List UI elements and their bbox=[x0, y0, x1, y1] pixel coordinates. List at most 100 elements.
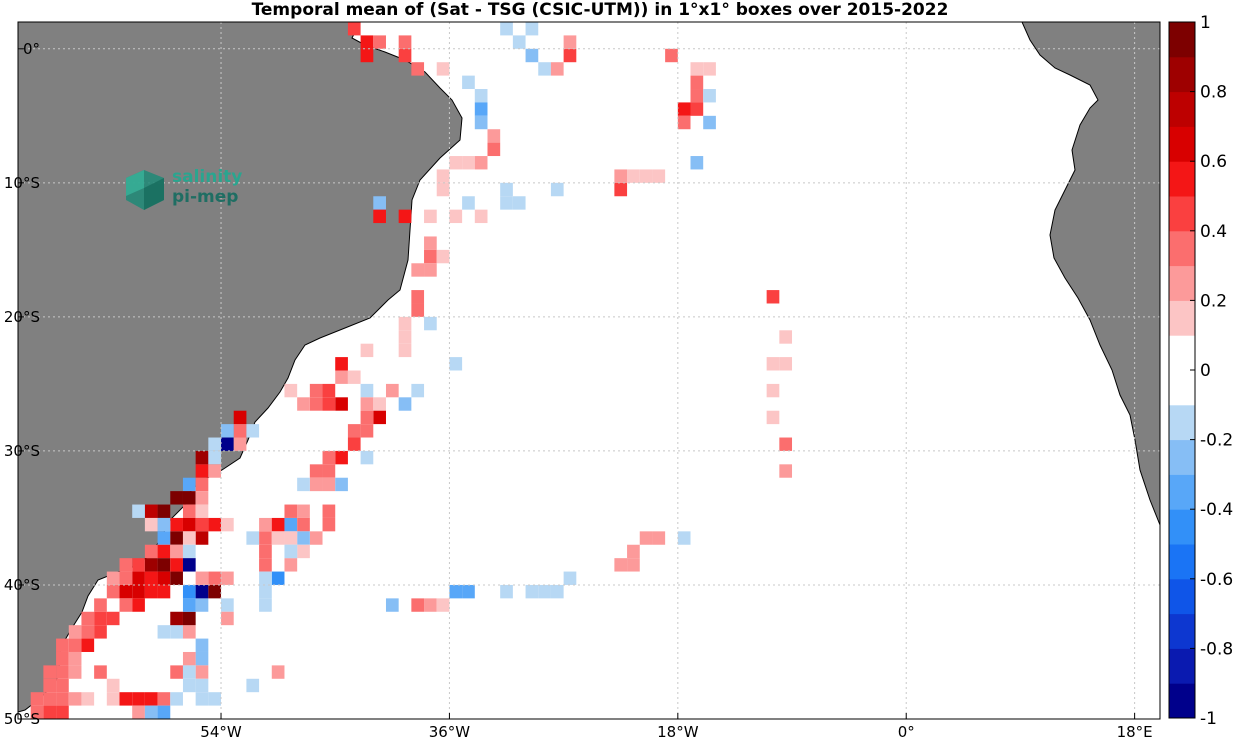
salinity-box bbox=[779, 330, 793, 344]
colorbar-segment bbox=[1169, 196, 1195, 232]
salinity-box bbox=[284, 544, 298, 559]
salinity-box bbox=[424, 209, 437, 224]
salinity-box bbox=[157, 504, 171, 518]
colorbar-segment bbox=[1169, 91, 1195, 127]
colorbar-segment bbox=[1169, 683, 1195, 719]
salinity-box bbox=[233, 424, 247, 438]
salinity-box bbox=[335, 357, 348, 371]
salinity-box bbox=[436, 249, 450, 264]
salinity-box bbox=[94, 598, 107, 612]
salinity-box bbox=[500, 22, 513, 36]
salinity-box bbox=[157, 705, 171, 719]
salinity-box bbox=[259, 517, 272, 532]
plot-frame bbox=[17, 21, 1161, 720]
salinity-box bbox=[195, 651, 209, 666]
lon-tick-label: 18°E bbox=[1117, 723, 1153, 740]
salinity-box bbox=[259, 598, 272, 612]
salinity-box bbox=[411, 303, 425, 317]
salinity-box bbox=[195, 464, 209, 478]
salinity-box bbox=[170, 517, 183, 532]
salinity-pimep-logo: salinity pi-mep bbox=[122, 166, 262, 216]
salinity-box bbox=[347, 437, 361, 451]
salinity-box bbox=[398, 397, 412, 411]
salinity-box bbox=[132, 571, 145, 585]
salinity-box bbox=[297, 477, 310, 492]
salinity-box bbox=[550, 584, 564, 599]
salinity-box bbox=[500, 584, 513, 599]
salinity-box bbox=[690, 102, 704, 116]
salinity-box bbox=[398, 48, 412, 63]
salinity-box bbox=[208, 692, 222, 706]
salinity-box bbox=[221, 437, 234, 451]
colorbar-tick-label: 0 bbox=[1200, 361, 1211, 381]
salinity-box bbox=[474, 156, 488, 170]
salinity-box bbox=[182, 598, 196, 612]
salinity-box bbox=[195, 584, 209, 599]
salinity-box bbox=[322, 477, 336, 492]
map-title: Temporal mean of (Sat - TSG (CSIC-UTM)) … bbox=[251, 0, 949, 20]
salinity-box bbox=[144, 705, 158, 719]
salinity-box bbox=[398, 330, 412, 344]
lat-tick-label: 40°S bbox=[4, 576, 40, 594]
salinity-box bbox=[119, 692, 133, 706]
salinity-box bbox=[500, 182, 513, 197]
salinity-box bbox=[360, 35, 374, 49]
salinity-box bbox=[119, 558, 133, 572]
colorbar-segment bbox=[1169, 648, 1195, 684]
salinity-box bbox=[119, 584, 133, 599]
salinity-box bbox=[144, 504, 158, 518]
salinity-box bbox=[373, 209, 386, 224]
colorbar-segment bbox=[1169, 474, 1195, 510]
salinity-box bbox=[779, 464, 793, 478]
salinity-box bbox=[56, 705, 69, 719]
salinity-box bbox=[309, 383, 323, 398]
salinity-box bbox=[170, 611, 183, 626]
logo-icon bbox=[126, 170, 164, 210]
salinity-box bbox=[259, 584, 272, 599]
lat-tick-label: 30°S bbox=[4, 442, 40, 460]
logo-text-salinity: salinity bbox=[172, 167, 243, 187]
salinity-box bbox=[614, 169, 628, 183]
lat-tick-label: 50°S bbox=[4, 710, 40, 728]
salinity-box bbox=[360, 424, 374, 438]
salinity-box bbox=[259, 571, 272, 585]
salinity-box bbox=[246, 424, 260, 438]
colorbar-segment bbox=[1169, 544, 1195, 580]
salinity-box bbox=[68, 692, 82, 706]
salinity-box bbox=[157, 584, 171, 599]
colorbar-tick-label: -1 bbox=[1200, 709, 1217, 729]
salinity-box bbox=[411, 383, 425, 398]
colorbar-segment bbox=[1169, 161, 1195, 197]
salinity-box bbox=[195, 571, 209, 585]
salinity-box bbox=[182, 491, 196, 505]
salinity-box bbox=[322, 383, 336, 398]
colorbar-segment bbox=[1169, 56, 1195, 93]
salinity-box bbox=[449, 209, 463, 224]
salinity-box bbox=[182, 517, 196, 532]
lon-tick-label: 36°W bbox=[429, 723, 471, 740]
salinity-box bbox=[170, 531, 183, 545]
salinity-box bbox=[462, 196, 475, 210]
salinity-box bbox=[563, 35, 577, 49]
salinity-box bbox=[639, 531, 653, 545]
lat-tick-label: 0° bbox=[23, 40, 40, 58]
salinity-box bbox=[106, 571, 120, 585]
salinity-box bbox=[449, 156, 463, 170]
salinity-box bbox=[106, 584, 120, 599]
salinity-box bbox=[665, 48, 678, 63]
salinity-box bbox=[627, 169, 640, 183]
salinity-box bbox=[284, 383, 298, 398]
salinity-box bbox=[474, 115, 488, 130]
salinity-box bbox=[550, 62, 564, 76]
salinity-box bbox=[487, 129, 501, 143]
colorbar-segment bbox=[1169, 126, 1195, 162]
lon-tick-label: 0° bbox=[898, 723, 915, 740]
salinity-box bbox=[56, 638, 69, 652]
salinity-box bbox=[335, 477, 348, 492]
salinity-box bbox=[208, 584, 222, 599]
salinity-box bbox=[144, 517, 158, 532]
salinity-box bbox=[462, 584, 475, 599]
salinity-box bbox=[462, 75, 475, 90]
salinity-box bbox=[322, 450, 336, 465]
